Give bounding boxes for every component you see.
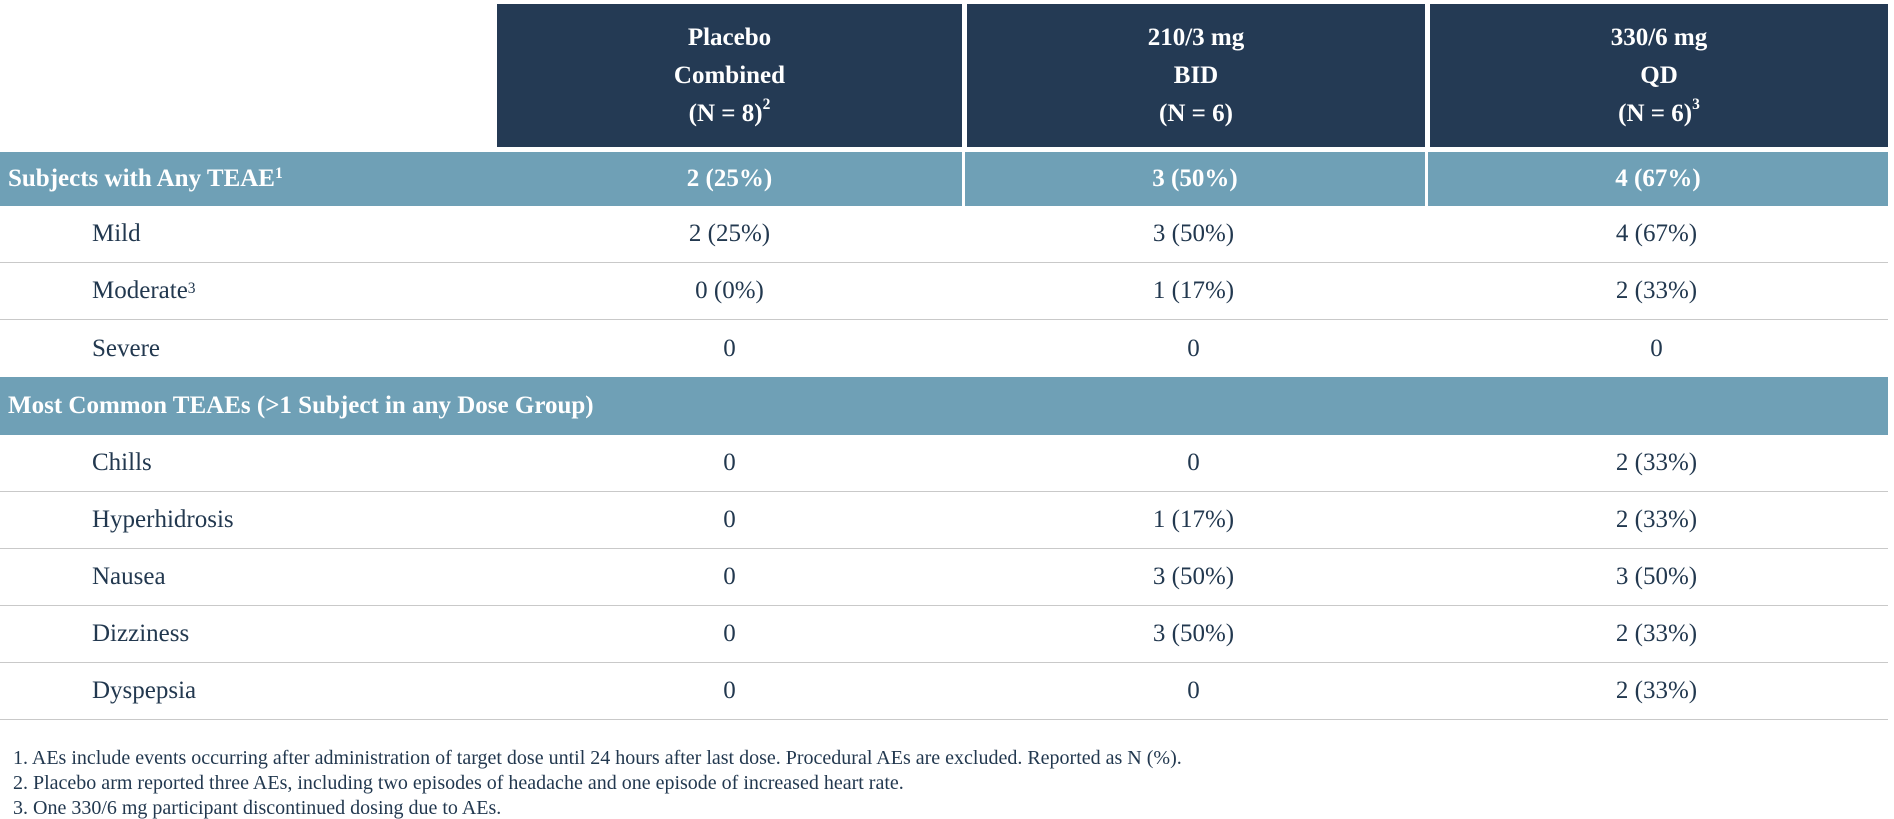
footnote-2: 2. Placebo arm reported three AEs, inclu… [13,772,904,794]
n-count: (N = 6) [1618,99,1693,127]
row-label-text: Dizziness [92,620,190,647]
row-label-text: Nausea [92,563,166,590]
table-row-mild: Mild 2 (25%) 3 (50%) 4 (67%) [0,206,1888,263]
cell-value: 0 [1187,677,1200,704]
column-header-330-6mg: 330/6 mg QD (N = 6)3 [1425,4,1888,147]
row-label-text: Dyspepsia [92,677,197,704]
cell-value: 0 [723,620,736,647]
table-row-hyperhidrosis: Hyperhidrosis 0 1 (17%) 2 (33%) [0,492,1888,549]
cell-value: 3 (50%) [1152,220,1235,247]
superscript: 2 [762,95,771,113]
cell-value: 2 (33%) [1615,620,1698,647]
row-label-text: Severe [92,334,161,362]
footnotes: 1. AEs include events occurring after ad… [0,746,1894,819]
table-row-moderate: Moderate 3 0 (0%) 1 (17%) 2 (33%) [0,263,1888,320]
row-label-text: Hyperhidrosis [92,506,234,533]
corner-empty-cell [0,4,497,147]
cell-value: 3 (50%) [1615,563,1698,590]
cell-value: 0 [1187,449,1200,476]
cell-value: 4 (67%) [1615,220,1698,247]
cell-value: 2 (33%) [1615,677,1698,704]
cell-value: 0 [723,334,736,362]
section-header-text: Most Common TEAEs (>1 Subject in any Dos… [8,392,594,419]
column-header-line: QD [1640,61,1678,89]
row-label: Hyperhidrosis [0,492,497,548]
column-header-line: Placebo [687,23,772,51]
cell-value: 2 (33%) [1615,506,1698,533]
table-row-dizziness: Dizziness 0 3 (50%) 2 (33%) [0,606,1888,663]
table-row-nausea: Nausea 0 3 (50%) 3 (50%) [0,549,1888,606]
n-count: (N = 6) [1159,99,1233,127]
table-row-chills: Chills 0 0 2 (33%) [0,435,1888,492]
column-header-row: Placebo Combined (N = 8)2 210/3 mg BID (… [0,4,1888,147]
cell-value: 0 [1650,334,1663,362]
cell-value: 0 [723,677,736,704]
row-label: Chills [0,435,497,491]
cell-value: 2 (25%) [688,220,771,247]
cell-value: 0 (0%) [695,277,764,304]
teae-table: Placebo Combined (N = 8)2 210/3 mg BID (… [0,4,1888,720]
row-label: Nausea [0,549,497,605]
column-header-210-3mg: 210/3 mg BID (N = 6) [962,4,1425,147]
section-header-most-common-teaes: Most Common TEAEs (>1 Subject in any Dos… [0,377,1888,435]
cell-value: 1 (17%) [1152,277,1235,304]
row-label: Severe [0,320,497,377]
n-count: (N = 8) [688,99,763,127]
column-header-line: Combined [673,61,786,89]
column-header-line: 210/3 mg [1147,23,1245,51]
cell-value: 0 [1187,334,1200,362]
row-label: Dizziness [0,606,497,662]
row-label: Moderate 3 [92,277,196,304]
row-label: Subjects with Any TEAE 1 [8,164,283,192]
cell-value: 0 [723,506,736,533]
row-label-text: Moderate [92,277,188,304]
row-label-text: Chills [92,449,152,476]
cell-value: 3 (50%) [962,152,1425,206]
table-row-dyspepsia: Dyspepsia 0 0 2 (33%) [0,663,1888,720]
summary-row-any-teae: Subjects with Any TEAE 1 2 (25%) 3 (50%) … [0,152,1888,206]
superscript: 3 [1692,95,1700,113]
row-label-text: Subjects with Any TEAE [8,165,275,192]
cell-value: 1 (17%) [1152,506,1235,533]
table-row-severe: Severe 0 0 0 [0,320,1888,377]
cell-value: 3 (50%) [1152,563,1235,590]
cell-value: 4 (67%) [1425,152,1888,206]
cell-value: 0 [723,449,736,476]
column-header-line: BID [1173,61,1219,89]
cell-value: 3 (50%) [1152,620,1235,647]
footnote-3: 3. One 330/6 mg participant discontinued… [13,797,502,819]
cell-value: 2 (33%) [1615,449,1698,476]
column-header-line: 330/6 mg [1610,23,1708,51]
column-header-placebo: Placebo Combined (N = 8)2 [497,4,962,147]
footnote-1: 1. AEs include events occurring after ad… [13,747,1182,769]
row-label: Dyspepsia [0,663,497,719]
row-label-text: Mild [92,220,141,247]
column-header-line: (N = 6)3 [1618,95,1700,133]
cell-value: 0 [723,563,736,590]
column-header-line: (N = 8)2 [689,95,771,133]
column-header-line: (N = 6) [1159,95,1233,133]
cell-value: 2 (25%) [686,165,773,192]
cell-value: 2 (33%) [1615,277,1698,304]
row-label: Mild [0,206,497,262]
